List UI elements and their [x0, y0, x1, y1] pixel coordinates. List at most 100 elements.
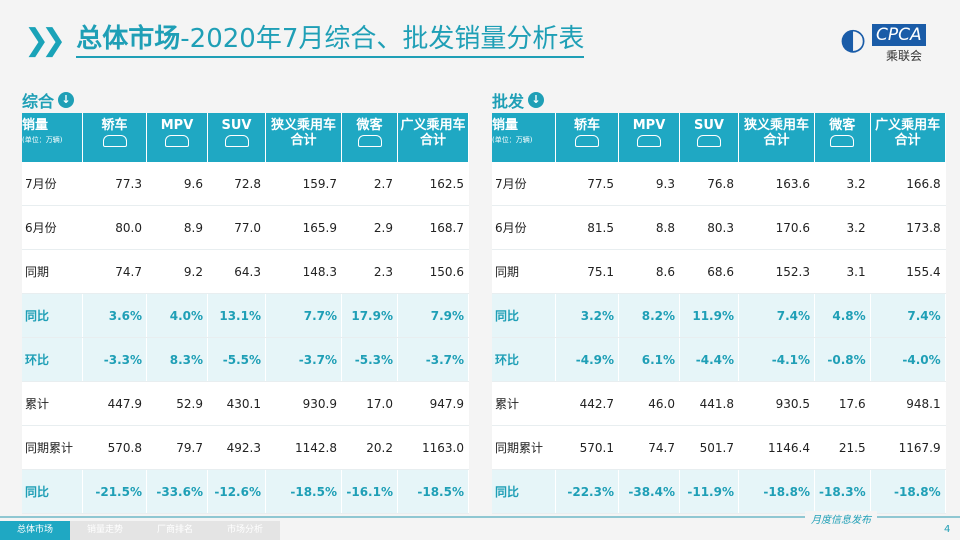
table-cell: 8.3%: [146, 337, 208, 382]
table-cell: 501.7: [679, 425, 739, 470]
table-cell: 20.2: [341, 425, 398, 470]
column-label: 微客: [829, 118, 856, 133]
car-icon: [357, 135, 382, 147]
footer-tab-1[interactable]: 销量走势: [70, 521, 140, 540]
title-rest: -2020年7月综合、批发销量分析表: [180, 24, 585, 54]
table-row: 同比 -22.3% -38.4% -11.9% -18.8% -18.3% -18.8%: [492, 469, 946, 514]
table-cell: -18.5%: [397, 469, 469, 514]
car-icon: [830, 135, 855, 147]
table-cell: 7.7%: [265, 293, 342, 338]
table-cell: 4.0%: [146, 293, 208, 338]
table-cell: -5.5%: [207, 337, 266, 382]
table-cell: 17.9%: [341, 293, 398, 338]
page-title: ❯❯ 总体市场-2020年7月综合、批发销量分析表: [24, 22, 585, 58]
footer-tab-2[interactable]: 厂商排名: [140, 521, 210, 540]
table-cell: 2.3: [341, 249, 398, 294]
table-cell: 162.5: [397, 162, 469, 206]
page-number: 4: [944, 524, 951, 535]
car-icon: [637, 135, 661, 147]
title-bold: 总体市场: [76, 24, 181, 54]
footer-tab-3[interactable]: 市场分析: [210, 521, 280, 540]
table-cell: 447.9: [82, 381, 147, 426]
table-cell: 2.7: [341, 162, 398, 206]
table-cell: 3.2: [814, 205, 871, 250]
unit-label: (单位：万辆): [492, 136, 533, 144]
table-cell: 46.0: [618, 381, 680, 426]
row-label: 环比: [492, 337, 556, 382]
column-label: 轿车: [101, 118, 128, 133]
table-cell: 155.4: [870, 249, 946, 294]
table-cell: 947.9: [397, 381, 469, 426]
table-cell: 168.7: [397, 205, 469, 250]
table-cell: -4.0%: [870, 337, 946, 382]
table-cell: -11.9%: [679, 469, 739, 514]
table-row: 累计 447.9 52.9 430.1 930.9 17.0 947.9: [22, 381, 469, 426]
table-cell: 79.7: [146, 425, 208, 470]
table-cell: 148.3: [265, 249, 342, 294]
row-label: 6月份: [492, 205, 556, 250]
column-header: 微客: [814, 113, 871, 162]
table-cell: -18.3%: [814, 469, 871, 514]
table-cell: 163.6: [738, 162, 815, 206]
table-cell: 9.6: [146, 162, 208, 206]
row-label: 累计: [492, 381, 556, 426]
header-row: 销量 (单位：万辆) 轿车 MPV SUV 狭义乘用车合计 微客 广义乘用车合计: [492, 113, 946, 162]
table-cell: -3.7%: [397, 337, 469, 382]
chevron-double-icon: ❯❯: [24, 22, 66, 58]
table-cell: -38.4%: [618, 469, 680, 514]
table-cell: -21.5%: [82, 469, 147, 514]
column-label: MPV: [632, 118, 666, 133]
table-cell: 2.9: [341, 205, 398, 250]
corner-header: 销量 (单位：万辆): [22, 113, 83, 162]
table-cell: 1142.8: [265, 425, 342, 470]
row-label: 6月份: [22, 205, 83, 250]
table-cell: 7.4%: [738, 293, 815, 338]
row-label: 同比: [22, 293, 83, 338]
table-cell: 3.1: [814, 249, 871, 294]
table-cell: 930.9: [265, 381, 342, 426]
table-cell: 1167.9: [870, 425, 946, 470]
footer-tab-0[interactable]: 总体市场: [0, 521, 70, 540]
column-header: 广义乘用车合计: [870, 113, 946, 162]
table-cell: 7.9%: [397, 293, 469, 338]
column-header: 微客: [341, 113, 398, 162]
table-cell: 948.1: [870, 381, 946, 426]
table-cell: 74.7: [82, 249, 147, 294]
table-cell: 77.5: [555, 162, 619, 206]
section-title-1: 批发 ↓: [492, 88, 545, 112]
table-cell: 173.8: [870, 205, 946, 250]
table-row: 同期 75.1 8.6 68.6 152.3 3.1 155.4: [492, 249, 946, 294]
row-label: 同比: [492, 293, 556, 338]
column-label: 轿车: [573, 118, 600, 133]
table-row: 7月份 77.3 9.6 72.8 159.7 2.7 162.5: [22, 162, 469, 206]
table-cell: -3.3%: [82, 337, 147, 382]
table-cell: 13.1%: [207, 293, 266, 338]
table-cell: 74.7: [618, 425, 680, 470]
table-row: 环比 -4.9% 6.1% -4.4% -4.1% -0.8% -4.0%: [492, 337, 946, 382]
table-cell: 170.6: [738, 205, 815, 250]
row-label: 累计: [22, 381, 83, 426]
table-row: 同期 74.7 9.2 64.3 148.3 2.3 150.6: [22, 249, 469, 294]
table-cell: 492.3: [207, 425, 266, 470]
table-cell: -33.6%: [146, 469, 208, 514]
column-label: MPV: [160, 118, 194, 133]
table-row: 同比 3.2% 8.2% 11.9% 7.4% 4.8% 7.4%: [492, 293, 946, 338]
row-label: 同期: [22, 249, 83, 294]
table-cell: -3.7%: [265, 337, 342, 382]
table-cell: 9.2: [146, 249, 208, 294]
logo-sub: 乘联会: [886, 49, 923, 63]
table-cell: 81.5: [555, 205, 619, 250]
column-label: 广义乘用车合计: [400, 118, 466, 148]
table-cell: 17.0: [341, 381, 398, 426]
arrow-down-circle-icon: ↓: [528, 92, 545, 108]
table-cell: -12.6%: [207, 469, 266, 514]
table-cell: 21.5: [814, 425, 871, 470]
column-header: SUV: [207, 113, 266, 162]
table-cell: 166.8: [870, 162, 946, 206]
corner-label: 销量: [492, 118, 519, 133]
column-header: 轿车: [82, 113, 147, 162]
table-cell: 442.7: [555, 381, 619, 426]
table-cell: 430.1: [207, 381, 266, 426]
table-row: 同期累计 570.1 74.7 501.7 1146.4 21.5 1167.9: [492, 425, 946, 470]
column-label: 狭义乘用车合计: [743, 118, 809, 148]
